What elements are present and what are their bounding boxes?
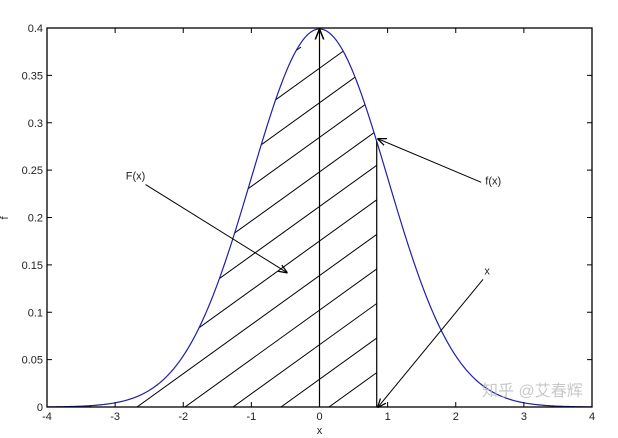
hatch-region — [47, 46, 618, 407]
annotation-label: F(x) — [126, 171, 146, 183]
hatch-line — [280, 46, 377, 407]
hatch-line — [376, 46, 377, 407]
hatch-line — [47, 46, 377, 407]
x-tick-label: 3 — [521, 411, 527, 423]
x-tick-label: -4 — [42, 411, 52, 423]
hatch-line — [521, 47, 618, 407]
annotation-arrow — [378, 139, 482, 183]
x-tick-label: -3 — [110, 411, 120, 423]
annotation-arrow — [378, 279, 484, 407]
hatch-line — [47, 46, 206, 407]
hatch-line — [569, 47, 618, 407]
x-tick-label: 2 — [453, 411, 459, 423]
hatch-line — [47, 46, 377, 407]
annotation-label: f(x) — [485, 175, 501, 187]
hatch-line — [328, 46, 377, 407]
x-tick-label: 0 — [316, 411, 322, 423]
y-tick-label: 0.25 — [22, 165, 43, 177]
hatch-line — [47, 46, 254, 407]
x-tick-label: 1 — [385, 411, 391, 423]
y-tick-label: 0.1 — [28, 307, 43, 319]
hatch-line — [47, 46, 158, 407]
hatch-line — [47, 46, 377, 407]
hatch-line — [47, 46, 377, 407]
y-tick-label: 0 — [37, 402, 43, 414]
y-tick-label: 0.4 — [28, 23, 43, 35]
y-tick-label: 0.2 — [28, 213, 43, 225]
annotation-arrow — [145, 184, 287, 273]
x-tick-label: -2 — [178, 411, 188, 423]
watermark: 知乎 @艾春辉 — [482, 382, 583, 400]
x-tick-label: 4 — [589, 411, 595, 423]
y-tick-label: 0.05 — [22, 355, 43, 367]
annotation-label: x — [484, 265, 490, 277]
hatch-line — [184, 46, 377, 407]
y-tick-label: 0.15 — [22, 260, 43, 272]
x-axis-label: x — [317, 425, 323, 437]
x-tick-label: -1 — [246, 411, 256, 423]
hatch-line — [88, 46, 377, 407]
hatch-line — [232, 46, 377, 407]
hatch-line — [473, 47, 618, 407]
hatch-line — [47, 46, 302, 407]
hatch-line — [47, 46, 350, 407]
y-axis-label: f — [0, 216, 11, 220]
y-tick-label: 0.35 — [22, 70, 43, 82]
hatch-line — [136, 46, 377, 407]
y-tick-label: 0.3 — [28, 118, 43, 130]
